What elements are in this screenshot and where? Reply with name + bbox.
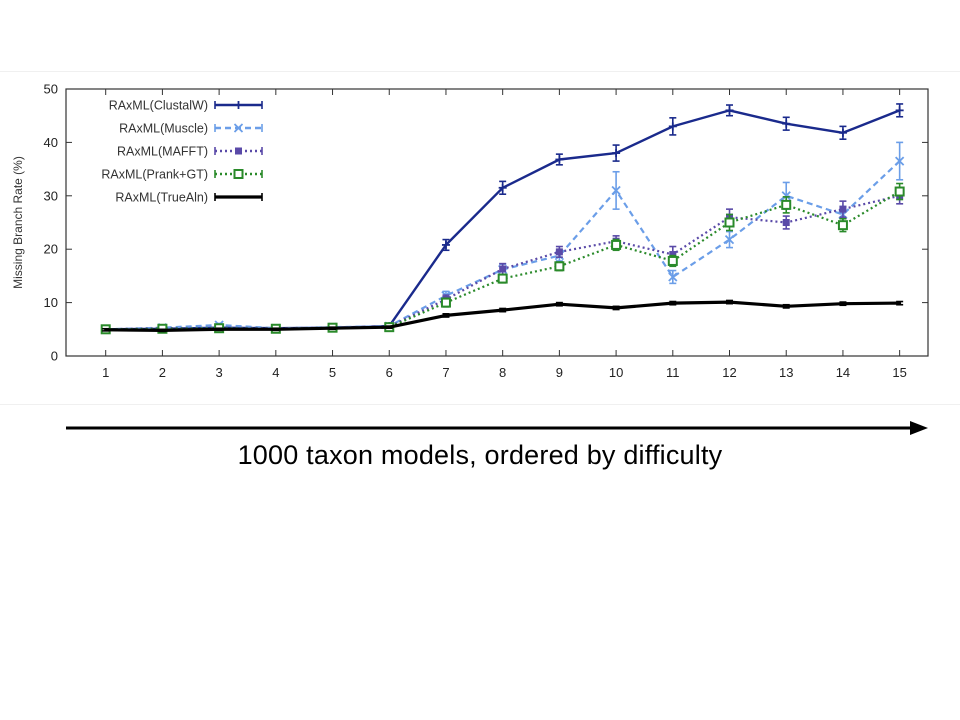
- data-point: [554, 261, 565, 272]
- data-point: [387, 325, 391, 329]
- x-tick-label: 9: [556, 365, 563, 380]
- data-point: [104, 328, 108, 332]
- y-tick-label: 10: [44, 295, 58, 310]
- data-point: [668, 272, 678, 282]
- data-point: [838, 128, 847, 137]
- data-point: [555, 248, 563, 256]
- data-point: [839, 205, 847, 213]
- data-point: [611, 239, 622, 250]
- legend-label: RAxML(Prank+GT): [101, 168, 208, 182]
- data-point: [611, 185, 621, 196]
- caption: 1000 taxon models, ordered by difficulty: [237, 440, 723, 470]
- data-point: [160, 328, 164, 332]
- x-tick-label: 8: [499, 365, 506, 380]
- x-axis: 1 2 3 4 5 6 7 8 9 10 11 12 13 14 15: [102, 89, 907, 380]
- difficulty-arrow: [66, 421, 928, 435]
- x-tick-label: 12: [722, 365, 736, 380]
- x-tick-label: 6: [386, 365, 393, 380]
- legend-entry: RAxML(Prank+GT): [101, 168, 263, 182]
- data-point: [614, 306, 618, 310]
- data-point: [728, 300, 732, 304]
- y-tick-label: 50: [44, 82, 58, 97]
- data-point: [331, 326, 335, 330]
- x-tick-label: 2: [159, 365, 166, 380]
- legend-label: RAxML(TrueAln): [115, 191, 208, 205]
- data-point: [895, 106, 904, 115]
- data-point: [237, 195, 240, 199]
- y-axis-label: Missing Branch Rate (%): [11, 156, 25, 289]
- legend-label: RAxML(ClustalW): [109, 99, 208, 113]
- data-point: [671, 301, 675, 305]
- x-tick-label: 3: [216, 365, 223, 380]
- x-tick-label: 15: [892, 365, 906, 380]
- data-point: [781, 199, 792, 210]
- arrow-head: [910, 421, 928, 435]
- series-line: [105, 300, 900, 332]
- data-point: [497, 273, 508, 284]
- data-point: [612, 149, 621, 158]
- data-point: [782, 219, 790, 226]
- data-point: [233, 123, 244, 133]
- legend-entry: RAxML(MAFFT): [117, 145, 263, 159]
- x-tick-label: 5: [329, 365, 336, 380]
- series-group: [100, 103, 905, 335]
- data-point: [441, 240, 450, 249]
- data-point: [501, 308, 505, 312]
- legend-entry: RAxML(TrueAln): [115, 191, 263, 205]
- data-point: [440, 297, 451, 308]
- y-tick-label: 40: [44, 135, 58, 150]
- data-point: [233, 169, 244, 179]
- series-4: [102, 299, 904, 333]
- data-point: [837, 220, 848, 231]
- data-point: [895, 156, 905, 166]
- legend-entry: RAxML(ClustalW): [109, 99, 263, 113]
- legend-label: RAxML(Muscle): [119, 122, 208, 136]
- series-line: [105, 109, 901, 331]
- x-tick-label: 7: [442, 365, 449, 380]
- data-point: [667, 255, 678, 266]
- data-point: [724, 217, 735, 228]
- x-tick-label: 13: [779, 365, 793, 380]
- x-tick-label: 1: [102, 365, 109, 380]
- data-point: [499, 265, 507, 273]
- data-point: [555, 155, 564, 164]
- data-point: [557, 302, 561, 306]
- x-tick-label: 11: [666, 365, 680, 380]
- data-point: [498, 183, 507, 192]
- data-point: [235, 147, 242, 155]
- data-point: [234, 101, 243, 109]
- plot-border: [65, 88, 929, 357]
- chart-frame: 0 10 20 30 40 50 1 2 3 4 5 6 7 8 9 10 11 12 13 14 15 Missin…: [0, 72, 960, 404]
- x-tick-label: 10: [609, 365, 623, 380]
- x-tick-label: 14: [836, 365, 850, 380]
- data-point: [274, 327, 278, 331]
- data-point: [782, 119, 791, 128]
- y-tick-label: 0: [51, 349, 58, 364]
- data-point: [894, 186, 905, 197]
- data-point: [898, 301, 902, 305]
- legend: RAxML(ClustalW) RAxML(Muscle) RAxML(MAFFT)…: [101, 99, 263, 205]
- series-0: [101, 103, 904, 334]
- plot-frame: [65, 88, 929, 357]
- data-point: [724, 234, 735, 245]
- data-point: [725, 106, 734, 115]
- data-point: [217, 327, 221, 331]
- data-point: [669, 251, 677, 259]
- legend-label: RAxML(MAFFT): [117, 145, 208, 159]
- data-point: [841, 302, 845, 306]
- x-tick-label: 4: [272, 365, 279, 380]
- legend-entry: RAxML(Muscle): [119, 122, 263, 136]
- y-tick-label: 20: [44, 242, 58, 257]
- y-axis: 0 10 20 30 40 50: [44, 82, 928, 364]
- data-point: [781, 191, 791, 201]
- y-tick-label: 30: [44, 188, 58, 203]
- data-point: [668, 122, 677, 131]
- data-point: [444, 313, 448, 317]
- data-point: [784, 304, 788, 308]
